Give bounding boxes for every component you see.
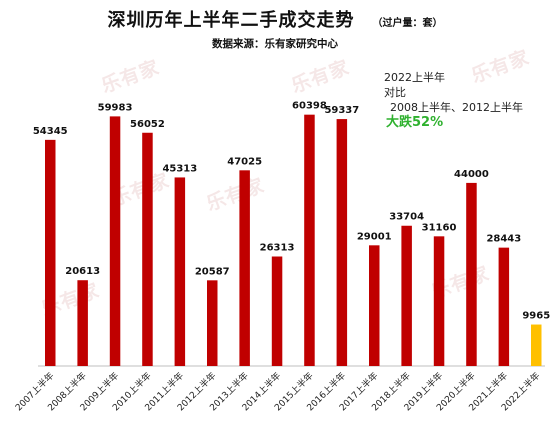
data-label: 29001: [357, 231, 392, 242]
bar-2008上半年: [77, 280, 88, 366]
bar-2022上半年: [531, 324, 542, 366]
data-source: 数据来源：乐有家研究中心: [212, 38, 338, 50]
bar-2007上半年: [45, 139, 56, 366]
data-label: 54345: [33, 126, 68, 137]
data-label: 47025: [227, 156, 262, 167]
comparison-note: 2022上半年 对比 2008上半年、2012上半年 大跌52%: [384, 70, 523, 130]
data-label: 44000: [454, 169, 489, 180]
note-line-3: 2008上半年、2012上半年: [390, 101, 523, 114]
unit-label: （过户量：套）: [372, 18, 443, 29]
bar-2018上半年: [401, 225, 412, 366]
note-line-1: 2022上半年: [384, 71, 445, 84]
bar-2013上半年: [239, 170, 250, 366]
note-highlight: 大跌52%: [386, 115, 444, 130]
bar-2021上半年: [498, 247, 510, 366]
data-label: 59337: [324, 105, 359, 116]
data-label: 20587: [195, 266, 230, 277]
data-label: 9965: [522, 311, 550, 322]
data-label: 33704: [389, 212, 424, 223]
bar-2017上半年: [369, 245, 380, 366]
data-label: 28443: [486, 234, 521, 245]
data-label: 20613: [65, 266, 100, 277]
data-label: 59983: [98, 102, 133, 113]
bar-2019上半年: [433, 236, 445, 366]
title-text: 深圳历年上半年二手成交走势: [107, 10, 355, 31]
bar-2010上半年: [142, 132, 153, 366]
data-label: 56052: [130, 119, 165, 130]
data-label: 45313: [162, 163, 197, 174]
bar-2020上半年: [466, 182, 477, 366]
bar-2015上半年: [304, 114, 315, 367]
bar-2014上半年: [271, 256, 283, 366]
bar-2009上半年: [109, 116, 121, 366]
data-label: 60398: [292, 101, 327, 112]
data-label: 31160: [422, 222, 457, 233]
data-label: 26313: [260, 243, 295, 254]
note-line-2: 对比: [384, 86, 406, 99]
bar-2011上半年: [174, 177, 186, 366]
chart-title: 深圳历年上半年二手成交走势 （过户量：套）: [0, 6, 550, 32]
bar-2012上半年: [207, 280, 218, 366]
bar-2016上半年: [336, 119, 348, 366]
